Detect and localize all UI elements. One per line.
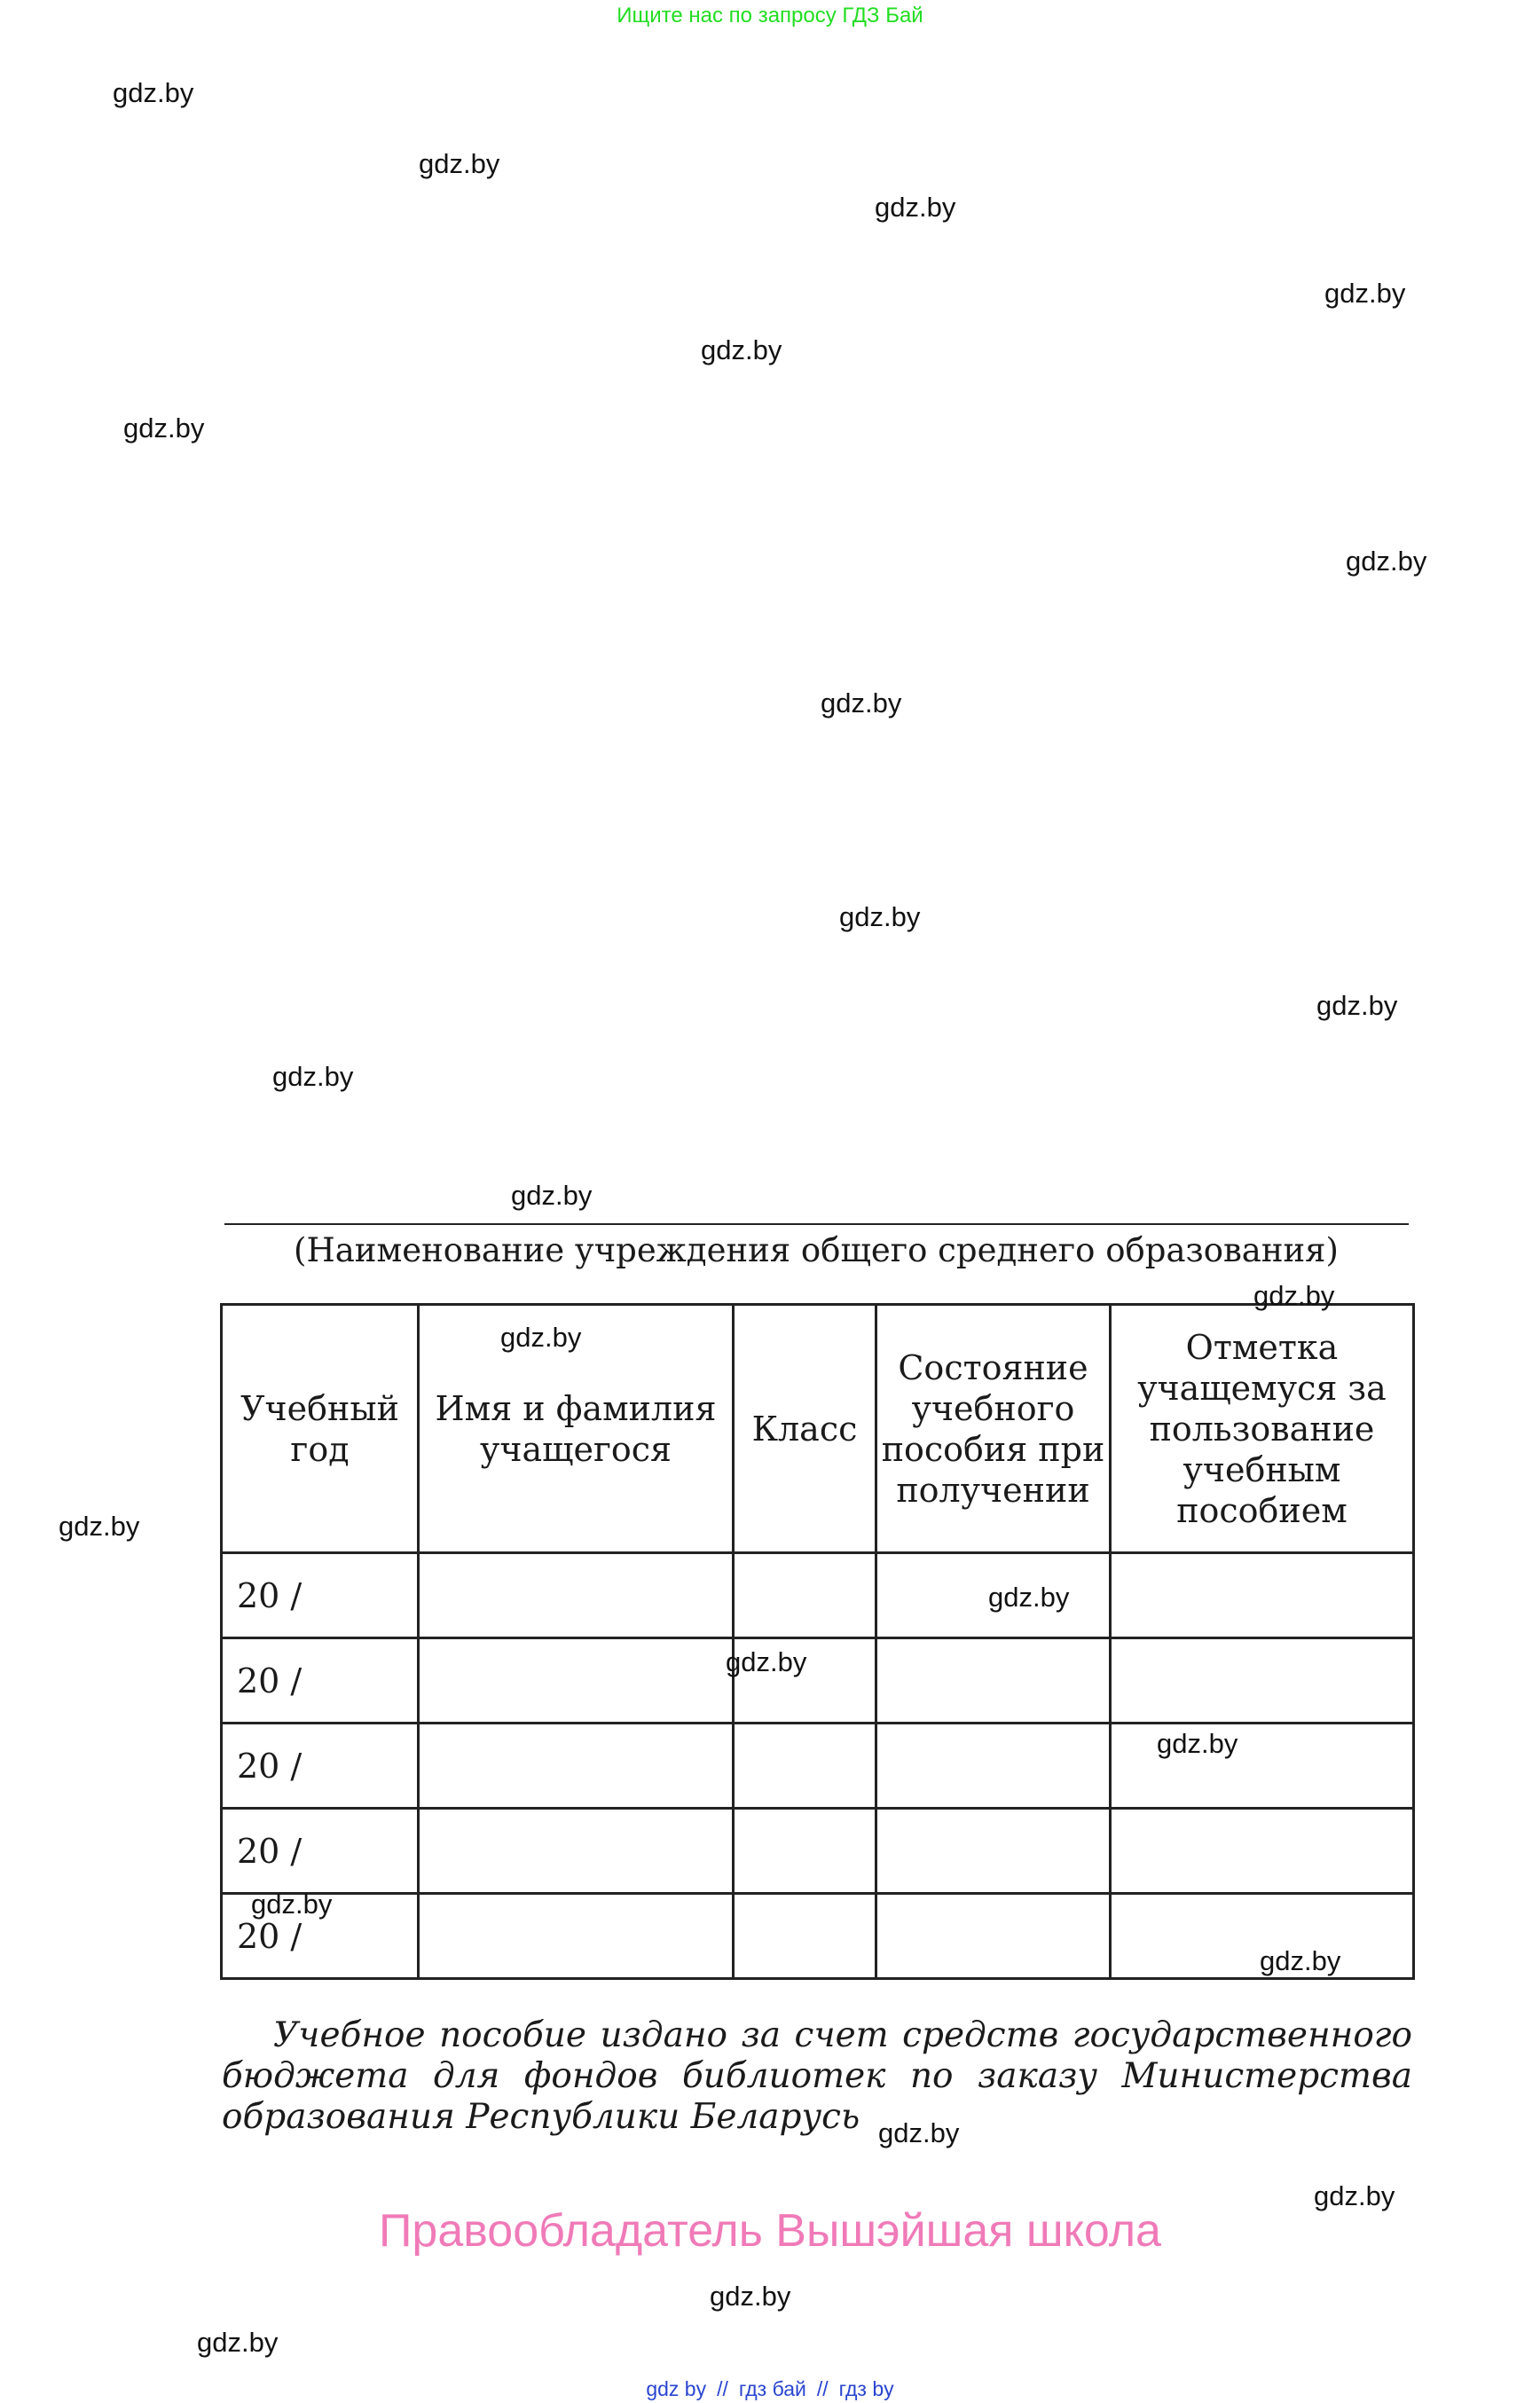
table-row: 20 / xyxy=(220,1892,1415,1980)
table-row: 20 / xyxy=(220,1637,1415,1724)
watermark: gdz.by xyxy=(1316,990,1398,1021)
watermark: gdz.by xyxy=(1253,1280,1335,1311)
textbook-usage-table: Учебный год Имя и фамилия учащегося Клас… xyxy=(220,1303,1415,1980)
watermark: gdz.by xyxy=(875,192,956,223)
condition-cell xyxy=(875,1892,1112,1980)
separator: // xyxy=(717,2377,728,2400)
watermark: gdz.by xyxy=(1346,546,1427,577)
class-cell xyxy=(732,1637,877,1724)
watermark: gdz.by xyxy=(59,1511,140,1542)
separator: // xyxy=(816,2377,829,2400)
watermark: gdz.by xyxy=(419,148,500,179)
search-hint-banner: Ищите нас по запросу ГДЗ Бай xyxy=(617,4,923,27)
watermark: gdz.by xyxy=(726,1646,807,1677)
name-cell xyxy=(417,1892,735,1980)
class-cell xyxy=(732,1807,877,1895)
mark-cell xyxy=(1109,1551,1415,1639)
header-student-name: Имя и фамилия учащегося xyxy=(417,1303,735,1554)
name-cell xyxy=(417,1807,735,1895)
watermark: gdz.by xyxy=(1314,2180,1395,2211)
rights-holder: Правообладатель Вышэйшая школа xyxy=(379,2205,1161,2257)
name-cell xyxy=(417,1637,735,1724)
condition-cell xyxy=(875,1807,1112,1895)
header-class: Класс xyxy=(732,1303,877,1554)
year-cell: 20 / xyxy=(220,1722,420,1810)
footer-links: gdz by // гдз бай // гдз by xyxy=(0,2377,1540,2401)
watermark: gdz.by xyxy=(839,901,921,932)
name-cell xyxy=(417,1551,735,1639)
mark-cell xyxy=(1109,1637,1415,1724)
year-cell: 20 / xyxy=(220,1892,420,1980)
year-cell: 20 / xyxy=(220,1551,420,1639)
mark-cell xyxy=(1109,1892,1415,1980)
watermark: gdz.by xyxy=(878,2117,960,2148)
watermark: gdz.by xyxy=(821,687,902,719)
year-cell: 20 / xyxy=(220,1637,420,1724)
watermark: gdz.by xyxy=(710,2281,791,2312)
footer-link-gdz-by[interactable]: gdz by xyxy=(646,2377,707,2400)
table-row: 20 / xyxy=(220,1722,1415,1810)
class-cell xyxy=(732,1551,877,1639)
funding-note: Учебное пособие издано за счет средств г… xyxy=(222,2015,1412,2138)
header-condition-received: Состояние учебного пособия при получении xyxy=(875,1303,1112,1554)
institution-caption: (Наименование учреждения общего среднего… xyxy=(294,1231,1339,1269)
funding-note-text: Учебное пособие издано за счет средств г… xyxy=(222,2015,1412,2137)
class-cell xyxy=(732,1892,877,1980)
watermark: gdz.by xyxy=(511,1180,593,1211)
name-cell xyxy=(417,1722,735,1810)
table-row: 20 / xyxy=(220,1551,1415,1639)
watermark: gdz.by xyxy=(500,1322,582,1353)
watermark: gdz.by xyxy=(197,2327,279,2358)
watermark: gdz.by xyxy=(1324,278,1406,309)
condition-cell xyxy=(875,1551,1112,1639)
watermark: gdz.by xyxy=(251,1889,333,1920)
header-usage-mark: Отметка учащемуся за пользование учебным… xyxy=(1109,1303,1415,1554)
watermark: gdz.by xyxy=(123,412,205,444)
watermark: gdz.by xyxy=(1157,1728,1238,1759)
watermark: gdz.by xyxy=(272,1061,354,1092)
institution-name-line xyxy=(224,1223,1409,1225)
table-header-row: Учебный год Имя и фамилия учащегося Клас… xyxy=(220,1303,1415,1554)
condition-cell xyxy=(875,1637,1112,1724)
watermark: gdz.by xyxy=(113,77,194,108)
mark-cell xyxy=(1109,1807,1415,1895)
watermark: gdz.by xyxy=(701,334,782,365)
year-cell: 20 / xyxy=(220,1807,420,1895)
mark-cell xyxy=(1109,1722,1415,1810)
condition-cell xyxy=(875,1722,1112,1810)
class-cell xyxy=(732,1722,877,1810)
watermark: gdz.by xyxy=(988,1582,1070,1613)
table-row: 20 / xyxy=(220,1807,1415,1895)
watermark: gdz.by xyxy=(1260,1945,1341,1976)
header-school-year: Учебный год xyxy=(220,1303,420,1554)
footer-link-gdz-bai[interactable]: гдз бай xyxy=(738,2377,806,2400)
footer-link-gdz-by-ru[interactable]: гдз by xyxy=(838,2377,894,2400)
